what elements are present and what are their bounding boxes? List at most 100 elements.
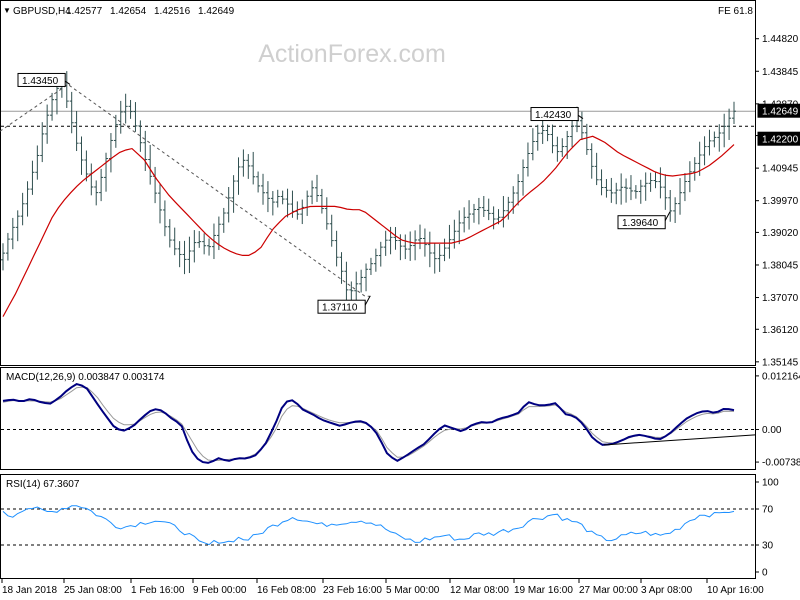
annotation-label-box bbox=[17, 72, 66, 87]
price-bar bbox=[172, 227, 177, 256]
price-bar bbox=[157, 183, 162, 224]
price-bar bbox=[673, 197, 678, 224]
rsi-axis-label: 70 bbox=[762, 505, 774, 516]
price-bar bbox=[197, 231, 202, 248]
x-axis-label: 23 Feb 16:00 bbox=[323, 585, 382, 596]
price-bar bbox=[663, 174, 668, 210]
price-bar bbox=[604, 179, 609, 198]
price-bar bbox=[339, 252, 344, 284]
price-bar bbox=[40, 122, 45, 163]
price-bar bbox=[427, 231, 432, 268]
price-bar bbox=[565, 130, 570, 159]
fib-projection-line bbox=[0, 83, 372, 297]
price-bar bbox=[84, 150, 89, 182]
price-bar bbox=[20, 192, 25, 226]
price-bar bbox=[275, 189, 280, 208]
price-header-low: 1.42516 bbox=[154, 6, 191, 17]
price-axis-label: 1.35145 bbox=[762, 357, 799, 368]
price-bar bbox=[187, 236, 192, 274]
macd-panel-label: MACD(12,26,9) 0.003847 0.003174 bbox=[6, 372, 165, 383]
price-bar bbox=[545, 124, 550, 142]
price-bar bbox=[148, 144, 153, 185]
price-bar bbox=[300, 199, 305, 225]
rsi-axis-label: 100 bbox=[762, 478, 779, 489]
price-header-open: 1.42577 bbox=[66, 6, 103, 17]
price-bar bbox=[732, 101, 736, 125]
price-bar bbox=[99, 168, 104, 202]
price-bar bbox=[413, 230, 418, 261]
price-bar bbox=[270, 191, 275, 216]
price-bar bbox=[364, 263, 369, 292]
price-bar bbox=[359, 269, 364, 293]
price-bar bbox=[707, 129, 712, 156]
price-bar bbox=[633, 185, 638, 199]
macd-axis-label: 0.00 bbox=[762, 425, 782, 436]
price-bar bbox=[104, 152, 109, 192]
price-bar bbox=[15, 210, 20, 242]
price-bar bbox=[579, 111, 584, 141]
price-bar bbox=[265, 181, 270, 213]
price-bar bbox=[682, 173, 687, 202]
price-bar bbox=[638, 179, 643, 204]
price-bar bbox=[94, 180, 99, 206]
price-bar bbox=[589, 143, 594, 179]
price-bar bbox=[69, 91, 74, 134]
price-axis-label: 1.44820 bbox=[762, 34, 799, 45]
price-bar bbox=[354, 271, 359, 303]
price-axis-label: 1.36120 bbox=[762, 325, 799, 336]
price-bar bbox=[452, 219, 457, 249]
price-bar bbox=[10, 217, 15, 250]
price-bar bbox=[50, 92, 55, 121]
x-axis-label: 10 Apr 16:00 bbox=[707, 585, 764, 596]
price-bar bbox=[182, 240, 187, 275]
x-axis-label: 19 Mar 16:00 bbox=[514, 585, 573, 596]
price-bar bbox=[594, 152, 599, 186]
price-bar bbox=[324, 197, 329, 230]
resistance-price-tag: 1.42200 bbox=[762, 135, 799, 146]
x-axis-label: 3 Apr 08:00 bbox=[641, 585, 693, 596]
annotation-label-box bbox=[317, 299, 366, 314]
price-bar bbox=[692, 157, 697, 181]
price-bar bbox=[717, 124, 722, 152]
price-panel-dropdown-icon[interactable]: ▼ bbox=[3, 6, 11, 15]
price-bar bbox=[221, 207, 226, 233]
macd-axis-label: -0.007384 bbox=[762, 458, 800, 469]
price-panel-frame bbox=[0, 0, 756, 366]
annotation-label-box bbox=[617, 215, 666, 230]
price-bar bbox=[418, 224, 423, 250]
x-axis-label: 18 Jan 2018 bbox=[2, 585, 57, 596]
price-bar bbox=[619, 173, 624, 205]
price-bar bbox=[530, 128, 535, 161]
price-bar bbox=[246, 154, 251, 179]
price-bar bbox=[432, 242, 437, 274]
price-bar bbox=[378, 241, 383, 267]
x-axis-label: 5 Mar 00:00 bbox=[386, 585, 440, 596]
price-bar bbox=[5, 232, 10, 261]
price-bar bbox=[668, 189, 673, 222]
price-axis-label: 1.38045 bbox=[762, 260, 799, 271]
price-bar bbox=[1, 243, 5, 271]
price-bar bbox=[624, 178, 629, 203]
price-bar bbox=[481, 196, 486, 217]
price-bar bbox=[285, 188, 290, 218]
price-bar bbox=[408, 231, 413, 261]
price-bar bbox=[344, 261, 349, 303]
x-axis-label: 25 Jan 08:00 bbox=[64, 585, 122, 596]
price-bar bbox=[118, 100, 123, 134]
price-bar bbox=[584, 123, 589, 155]
price-bar bbox=[123, 93, 128, 124]
price-bar bbox=[599, 169, 604, 196]
rsi-axis-label: 30 bbox=[762, 541, 774, 552]
price-bar bbox=[722, 113, 727, 148]
price-bar bbox=[491, 206, 496, 230]
price-bar bbox=[133, 102, 138, 132]
price-bar bbox=[457, 210, 462, 245]
price-bar bbox=[614, 182, 619, 205]
price-axis-label: 1.37070 bbox=[762, 293, 799, 304]
price-bar bbox=[486, 198, 491, 221]
price-header-high: 1.42654 bbox=[110, 6, 147, 17]
price-bar bbox=[550, 124, 555, 154]
price-bar bbox=[241, 149, 246, 177]
current-price-tag-box bbox=[757, 103, 800, 118]
